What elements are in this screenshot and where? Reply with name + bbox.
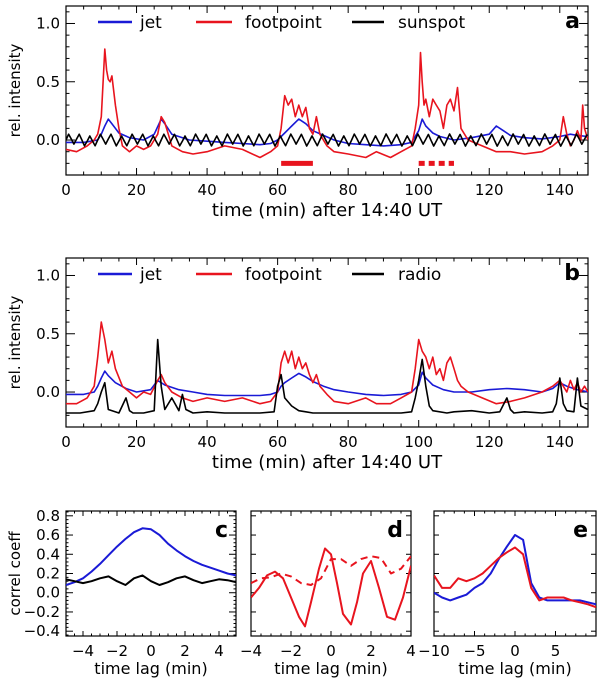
panel-b-ytick-label: 1.0 <box>36 266 60 284</box>
panel-a-legend-label: jet <box>139 13 162 33</box>
panel-c-xtick-label: −2 <box>106 642 128 660</box>
panel-c-ytick-label: 0.2 <box>36 565 60 583</box>
panel-b-xtick-label: 140 <box>545 433 574 451</box>
panel-e-xtick-label: −10 <box>418 642 450 660</box>
panel-a-letter: a <box>565 9 580 34</box>
panel-b-ytick-label: 0.0 <box>36 383 60 401</box>
panel-c-letter: c <box>215 518 228 543</box>
panel-d-series-solid <box>251 547 411 628</box>
panel-b-frame <box>65 257 589 428</box>
panel-d-xtick-label: −4 <box>240 642 262 660</box>
panel-c-ytick-label: −0.2 <box>24 603 60 621</box>
panel-c-xtick-label: −4 <box>72 642 94 660</box>
panel-e-series-red <box>434 546 596 609</box>
panel-a-series-sunspot <box>66 133 588 147</box>
panel-a-ylabel: rel. intensity <box>6 43 24 137</box>
panel-e-series-blue <box>434 534 596 606</box>
panel-b-xlabel: time (min) after 14:40 UT <box>212 452 443 473</box>
panel-b-xtick-label: 40 <box>198 433 217 451</box>
panel-a-legend-label: footpoint <box>245 13 322 33</box>
panel-a-xtick-label: 80 <box>339 181 358 199</box>
panel-b-plot-area <box>66 321 588 414</box>
panel-a-xtick-label: 100 <box>404 181 433 199</box>
panel-b-xtick-label: 20 <box>127 433 146 451</box>
panel-c-xlabel: time lag (min) <box>94 659 207 678</box>
panel-b-series-radio <box>66 338 588 414</box>
panel-b-legend-label: radio <box>398 265 441 285</box>
panel-e-xlabel: time lag (min) <box>458 659 571 678</box>
panel-d-letter: d <box>387 518 403 543</box>
panel-c-ytick-label: 0.0 <box>36 584 60 602</box>
panel-b-legend-label: jet <box>139 265 162 285</box>
panel-b-letter: b <box>564 261 580 286</box>
panel-c-xtick-label: 2 <box>180 642 190 660</box>
panel-e-plot-area <box>434 534 596 609</box>
panel-a-ytick-label: 1.0 <box>36 14 60 32</box>
panel-a-legend-label: sunspot <box>398 13 465 33</box>
panel-d-xtick-label: 2 <box>366 642 376 660</box>
panel-d-xtick-label: 4 <box>406 642 416 660</box>
panel-b-xtick-label: 100 <box>404 433 433 451</box>
panel-b-legend-label: footpoint <box>245 265 322 285</box>
panel-a-xtick-label: 0 <box>61 181 71 199</box>
panel-b-xtick-label: 0 <box>61 433 71 451</box>
panel-c-series-jet-footpoint <box>66 527 236 586</box>
panel-d-plot-area <box>251 547 411 628</box>
panel-a-xtick-label: 60 <box>268 181 287 199</box>
panel-b-xtick-label: 60 <box>268 433 287 451</box>
panel-c-ytick-label: 0.4 <box>36 545 60 563</box>
panel-a-xtick-label: 40 <box>198 181 217 199</box>
panel-b-xtick-label: 80 <box>339 433 358 451</box>
panel-c-ytick-label: 0.8 <box>36 507 60 525</box>
panel-c-ytick-label: 0.6 <box>36 526 60 544</box>
panel-e-xtick-label: −5 <box>463 642 485 660</box>
panel-b-ylabel: rel. intensity <box>6 295 24 389</box>
panel-b-series-jet <box>66 370 588 397</box>
panel-d-series-dashed <box>251 555 411 586</box>
panel-e-xtick-label: 5 <box>551 642 561 660</box>
panel-a-plot-area <box>66 48 588 159</box>
panel-c-plot-area <box>66 527 236 586</box>
panel-b-ytick-label: 0.5 <box>36 325 60 343</box>
panel-a-ytick-label: 0.5 <box>36 73 60 91</box>
panel-c-ytick-label: −0.4 <box>24 622 60 640</box>
panel-a-ytick-label: 0.0 <box>36 131 60 149</box>
panel-a-xtick-label: 20 <box>127 181 146 199</box>
panel-d-xtick-label: 0 <box>326 642 336 660</box>
panel-c-xtick-label: 0 <box>146 642 156 660</box>
panel-c-xtick-label: 4 <box>214 642 224 660</box>
panel-b-series-footpoint <box>66 321 588 405</box>
panel-a-xtick-label: 140 <box>545 181 574 199</box>
panel-b-xtick-label: 120 <box>475 433 504 451</box>
panel-e-frame <box>433 510 597 637</box>
panel-a-xtick-label: 120 <box>475 181 504 199</box>
panel-a-frame <box>65 5 589 176</box>
panel-c-ylabel: correl coeff <box>6 531 24 616</box>
panel-e-letter: e <box>573 518 588 543</box>
panel-d-xtick-label: −2 <box>280 642 302 660</box>
panel-c-series-jet-sunspot <box>66 574 236 586</box>
panel-d-xlabel: time lag (min) <box>274 659 387 678</box>
panel-a-series-footpoint <box>66 48 588 159</box>
panel-a-xlabel: time (min) after 14:40 UT <box>212 200 443 221</box>
panel-e-xtick-label: 0 <box>510 642 520 660</box>
